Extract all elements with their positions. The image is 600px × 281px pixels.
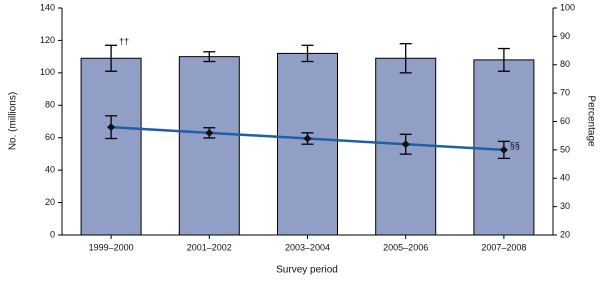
bar-error xyxy=(399,43,412,74)
bar-error xyxy=(301,44,314,63)
y-tick-label: 0 xyxy=(50,229,55,239)
y-tick-label: 20 xyxy=(45,197,55,207)
y2-tick-label: 70 xyxy=(560,88,570,98)
x-tick-label: 1999–2000 xyxy=(89,242,134,252)
y2-tick-label: 100 xyxy=(560,2,575,12)
marker xyxy=(401,140,410,149)
y2-tick-label: 20 xyxy=(560,229,570,239)
x-tick-label: 2001–2002 xyxy=(187,242,232,252)
marker xyxy=(499,145,508,154)
y2-tick-label: 50 xyxy=(560,144,570,154)
y-axis-label: No. (millions) xyxy=(8,92,19,150)
marker xyxy=(107,123,116,132)
bar-error xyxy=(203,51,216,63)
x-tick-label: 2007–2008 xyxy=(481,242,526,252)
x-tick-label: 2003–2004 xyxy=(285,242,330,252)
y-tick-label: 80 xyxy=(45,100,55,110)
y-tick-label: 140 xyxy=(40,2,55,12)
y2-axis-label: Percentage xyxy=(585,95,596,147)
bar xyxy=(178,56,240,236)
y2-tick-label: 30 xyxy=(560,201,570,211)
y-tick-label: 40 xyxy=(45,165,55,175)
annotation: §§ xyxy=(510,140,520,150)
marker xyxy=(303,134,312,143)
y-tick-label: 100 xyxy=(40,67,55,77)
bar-error xyxy=(105,44,118,72)
annotation: †† xyxy=(119,37,129,47)
y2-tick-label: 80 xyxy=(560,59,570,69)
y2-tick-label: 60 xyxy=(560,116,570,126)
y2-tick-label: 40 xyxy=(560,173,570,183)
bar-error xyxy=(497,47,510,72)
bar xyxy=(80,57,142,236)
y2-tick-label: 90 xyxy=(560,31,570,41)
x-tick-label: 2005–2006 xyxy=(383,242,428,252)
y-tick-label: 120 xyxy=(40,35,55,45)
x-axis-label: Survey period xyxy=(276,265,338,276)
marker xyxy=(205,128,214,137)
y-tick-label: 60 xyxy=(45,132,55,142)
